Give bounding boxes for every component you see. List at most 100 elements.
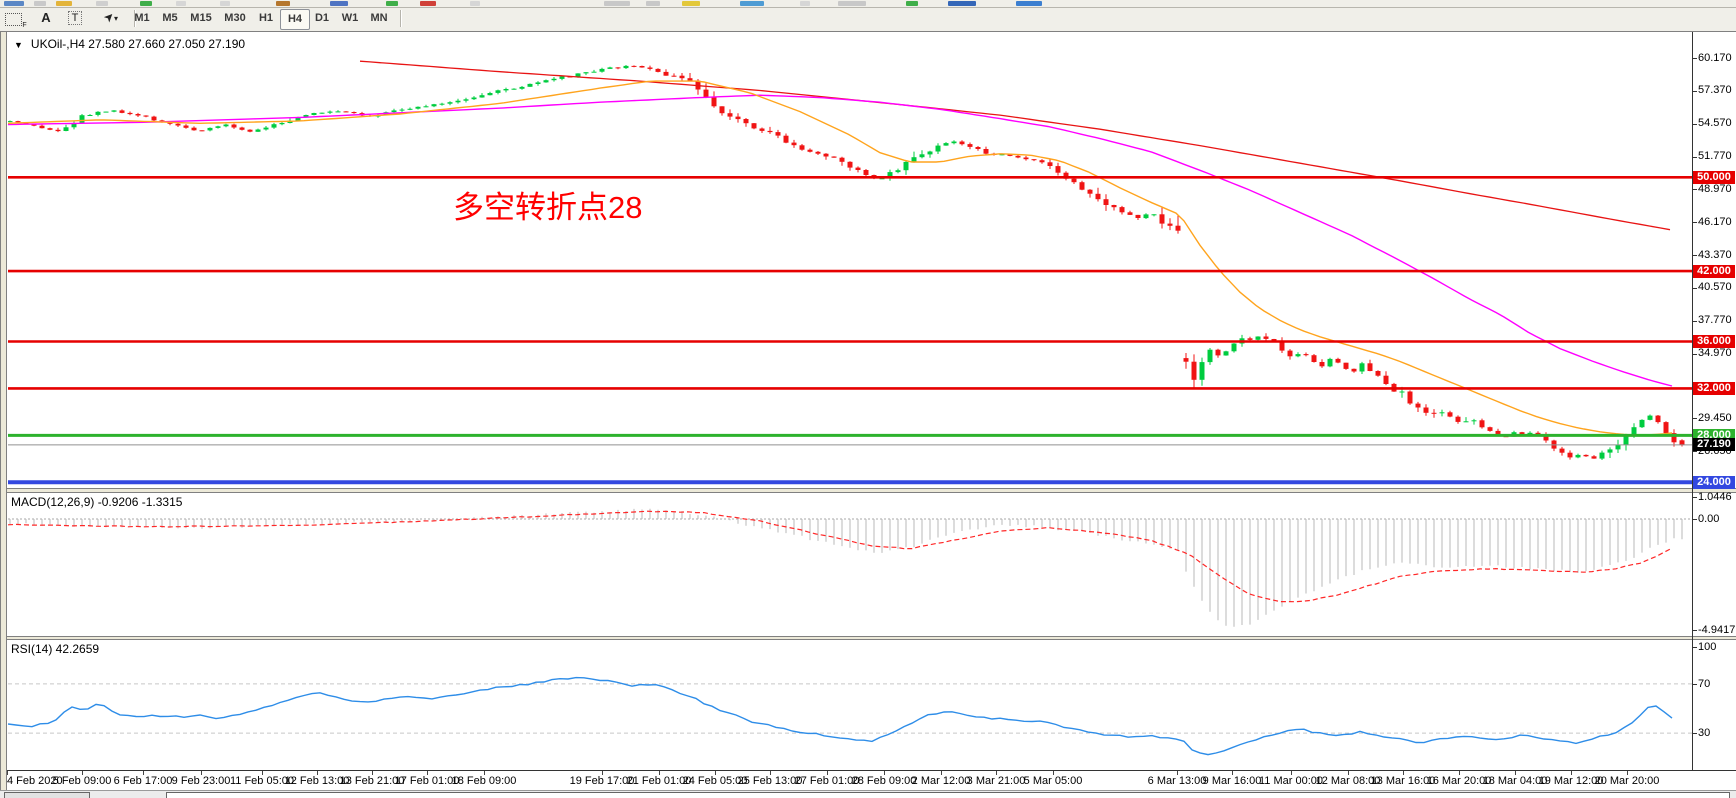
timeframe-button-w1[interactable]: W1 bbox=[341, 12, 359, 24]
price-tick: 40.570 bbox=[1698, 281, 1732, 294]
price-tick: 54.570 bbox=[1698, 117, 1732, 130]
cursor-tool-icon[interactable]: ➤▾ bbox=[100, 8, 119, 26]
toolbar-icon-fragment[interactable] bbox=[56, 1, 72, 6]
time-tick-mark bbox=[770, 771, 771, 775]
ma-orange-line bbox=[8, 80, 1673, 437]
time-label: 18 Mar 04:00 bbox=[1482, 775, 1548, 787]
toolbar-icon-fragment[interactable] bbox=[4, 1, 24, 6]
panel-sash[interactable] bbox=[7, 637, 1736, 639]
toolbar-icon-fragment[interactable] bbox=[906, 1, 918, 6]
timeframe-button-h1[interactable]: H1 bbox=[258, 12, 274, 24]
symbol-ohlc-title: UKOil-,H4 27.580 27.660 27.050 27.190 bbox=[30, 37, 246, 51]
main-toolbar-cutoff bbox=[0, 0, 1736, 8]
toolbar-icon-fragment[interactable] bbox=[646, 1, 660, 6]
time-tick-mark bbox=[1053, 771, 1054, 775]
price-tick-mark bbox=[1692, 156, 1697, 158]
toolbar-icon-fragment[interactable] bbox=[838, 1, 866, 6]
indicator-tick: 100 bbox=[1698, 640, 1717, 653]
toolbar-icon-fragment[interactable] bbox=[220, 1, 230, 6]
macd-panel-top-border bbox=[7, 492, 1736, 493]
indicator-tick: 30 bbox=[1698, 726, 1711, 739]
toolbar-separator bbox=[400, 10, 402, 27]
price-badge-50.000: 50.000 bbox=[1693, 170, 1735, 184]
toolbar-icon-fragment[interactable] bbox=[420, 1, 436, 6]
chart-menu-icon[interactable]: ▼ bbox=[14, 40, 23, 50]
timeframe-button-m30[interactable]: M30 bbox=[224, 12, 246, 24]
time-label: 27 Feb 01:00 bbox=[794, 775, 860, 787]
price-tick: 43.370 bbox=[1698, 248, 1732, 261]
time-label: 20 Mar 20:00 bbox=[1594, 775, 1660, 787]
time-label: 4 Feb 2020 bbox=[7, 775, 63, 787]
toolbar-icon-fragment[interactable] bbox=[1016, 1, 1042, 6]
macd-panel-bottom-border bbox=[7, 636, 1736, 637]
price-tick: 60.170 bbox=[1698, 51, 1732, 64]
time-tick-mark bbox=[827, 771, 828, 775]
price-tick: 34.970 bbox=[1698, 347, 1732, 360]
time-tick-mark bbox=[317, 771, 318, 775]
toolbar-icon-fragment[interactable] bbox=[948, 1, 976, 6]
window-edge bbox=[0, 31, 1, 790]
toolbar-icon-fragment[interactable] bbox=[34, 1, 46, 6]
bottom-scrollbar[interactable] bbox=[0, 790, 1736, 798]
time-label: 18 Feb 09:00 bbox=[451, 775, 517, 787]
timeframe-button-d1[interactable]: D1 bbox=[314, 12, 330, 24]
time-tick-mark bbox=[1627, 771, 1628, 775]
time-tick-mark bbox=[1291, 771, 1292, 775]
ma-magenta-line bbox=[8, 94, 1673, 387]
chart-text-annotation[interactable]: 多空转折点28 bbox=[453, 190, 643, 225]
time-tick-mark bbox=[484, 771, 485, 775]
time-tick-mark bbox=[715, 771, 716, 775]
time-label: 11 Feb 05:00 bbox=[229, 775, 295, 787]
scroll-thumb[interactable] bbox=[4, 792, 90, 798]
price-tick-mark bbox=[1692, 451, 1697, 453]
candlestick-series bbox=[8, 60, 1685, 460]
chart-toolbar: F A T ➤▾ M1 M5 M15 M30 H1 H4 D1 W1 MN bbox=[0, 8, 1736, 32]
time-label: 5 Feb 09:00 bbox=[52, 775, 112, 787]
indicator-tick-mark bbox=[1692, 733, 1697, 734]
toolbar-icon-fragment[interactable] bbox=[140, 1, 152, 6]
macd-label: MACD(12,26,9) -0.9206 -1.3315 bbox=[11, 495, 183, 509]
price-tick-mark bbox=[1692, 287, 1697, 289]
time-label: 28 Feb 09:00 bbox=[851, 775, 917, 787]
time-label: 13 Mar 16:00 bbox=[1370, 775, 1436, 787]
toolbar-icon-fragment[interactable] bbox=[330, 1, 348, 6]
price-tick-mark bbox=[1692, 222, 1697, 224]
text-label-icon[interactable]: A bbox=[41, 10, 51, 25]
time-label: 11 Mar 00:00 bbox=[1258, 775, 1324, 787]
time-label: 19 Mar 12:00 bbox=[1538, 775, 1604, 787]
price-badge-36.000: 36.000 bbox=[1693, 335, 1735, 348]
toolbar-bottom-edge bbox=[0, 31, 1736, 32]
toolbar-icon-fragment[interactable] bbox=[740, 1, 764, 6]
panel-sash[interactable] bbox=[7, 489, 1736, 492]
toolbar-icon-fragment[interactable] bbox=[386, 1, 398, 6]
crosshair-grid-icon[interactable]: F bbox=[4, 10, 28, 29]
timeframe-button-m15[interactable]: M15 bbox=[190, 12, 212, 24]
ma-red-line bbox=[359, 60, 1671, 231]
toolbar-icon-fragment[interactable] bbox=[800, 1, 810, 6]
price-tick: 37.770 bbox=[1698, 314, 1732, 327]
toolbar-icon-fragment[interactable] bbox=[470, 1, 480, 6]
toolbar-icon-fragment[interactable] bbox=[682, 1, 700, 6]
time-label: 6 Feb 17:00 bbox=[113, 775, 173, 787]
toolbar-icon-fragment[interactable] bbox=[96, 1, 108, 6]
text-box-icon[interactable]: T bbox=[64, 10, 86, 27]
time-tick-mark bbox=[1515, 771, 1516, 775]
price-tick-mark bbox=[1692, 418, 1697, 420]
timeframe-button-m5[interactable]: M5 bbox=[162, 12, 178, 24]
toolbar-icon-fragment[interactable] bbox=[276, 1, 290, 6]
price-tick: 57.370 bbox=[1698, 84, 1732, 97]
timeframe-button-mn[interactable]: MN bbox=[370, 12, 388, 24]
time-label: 9 Feb 23:00 bbox=[171, 775, 231, 787]
indicator-tick-mark bbox=[1692, 647, 1697, 648]
time-label: 5 Mar 05:00 bbox=[1023, 775, 1083, 787]
toolbar-icon-fragment[interactable] bbox=[176, 1, 186, 6]
timeframe-button-m1[interactable]: M1 bbox=[134, 12, 150, 24]
time-tick-mark bbox=[143, 771, 144, 775]
timeframe-button-h4[interactable]: H4 bbox=[280, 9, 310, 30]
price-tick-mark bbox=[1692, 255, 1697, 257]
toolbar-icon-fragment[interactable] bbox=[604, 1, 630, 6]
time-label: 24 Feb 05:00 bbox=[682, 775, 748, 787]
scroll-track[interactable] bbox=[166, 792, 1730, 798]
indicator-tick-mark bbox=[1692, 497, 1697, 498]
